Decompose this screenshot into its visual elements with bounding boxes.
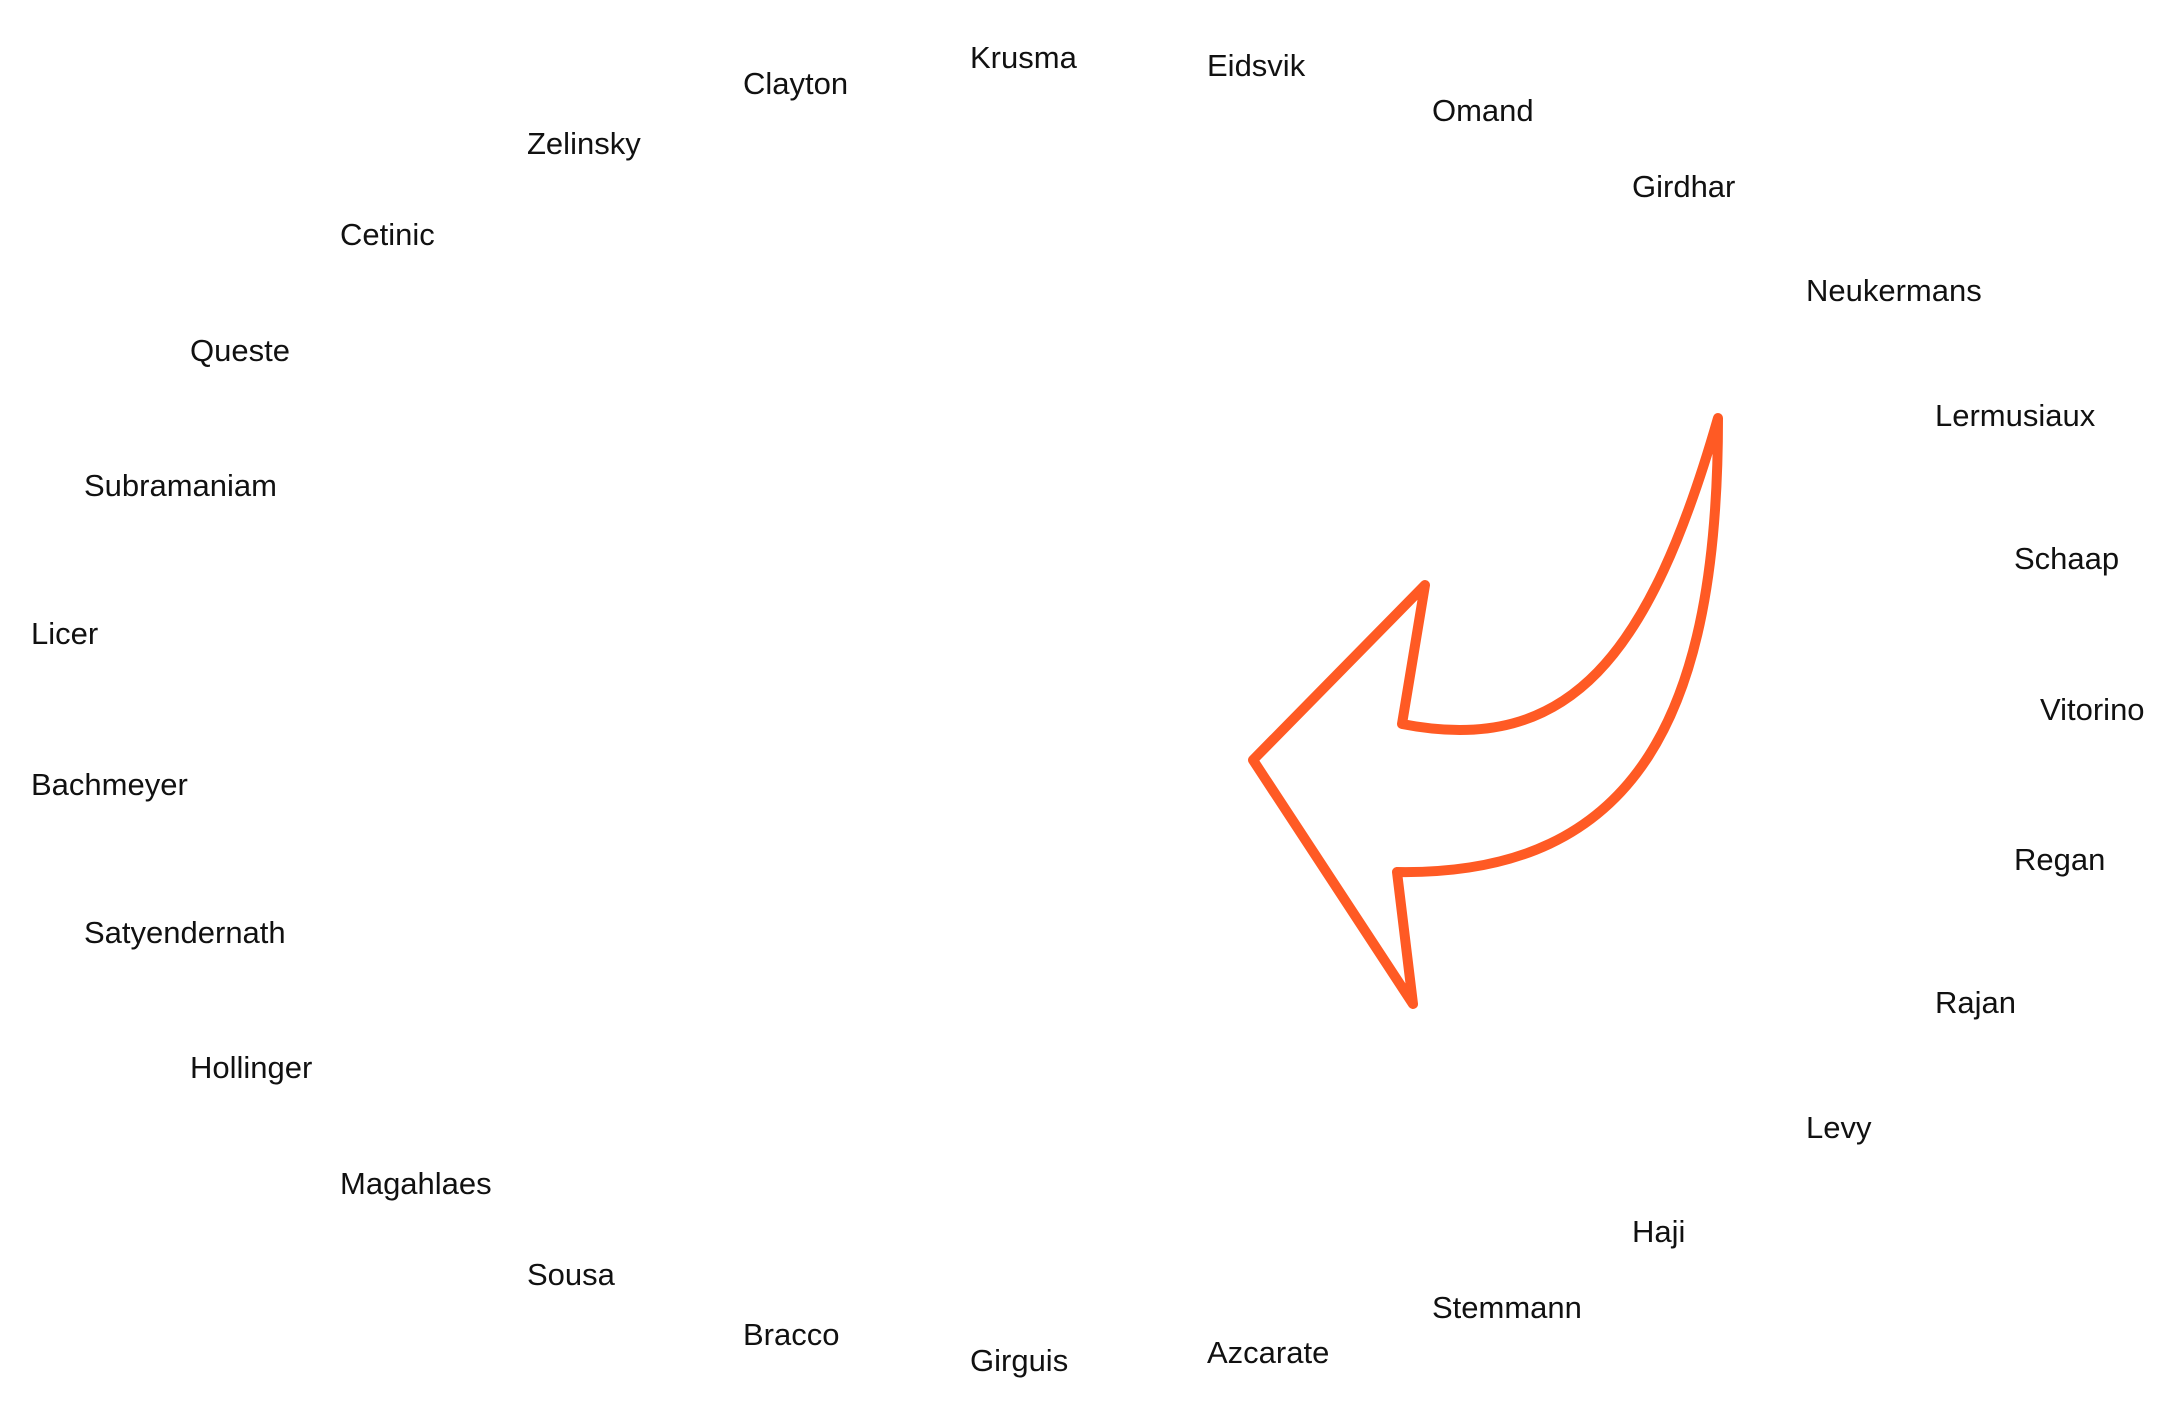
name-label-krusma: Krusma [970,40,1077,75]
name-label-girdhar: Girdhar [1632,169,1736,204]
name-label-bachmeyer: Bachmeyer [31,767,188,802]
name-label-stemmann: Stemmann [1432,1290,1582,1325]
name-label-eidsvik: Eidsvik [1207,48,1306,83]
name-label-regan: Regan [2014,842,2106,877]
name-label-rajan: Rajan [1935,985,2016,1020]
name-label-subramaniam: Subramaniam [84,468,277,503]
name-label-sousa: Sousa [527,1257,615,1292]
name-label-clayton: Clayton [743,66,849,101]
name-label-haji: Haji [1632,1214,1686,1249]
name-label-satyendernath: Satyendernath [84,915,286,950]
curved-arrow-outline [1248,413,1723,1009]
name-label-vitorino: Vitorino [2040,692,2145,727]
name-label-licer: Licer [31,616,99,651]
name-label-schaap: Schaap [2014,541,2120,576]
name-label-zelinsky: Zelinsky [527,126,641,161]
name-label-cetinic: Cetinic [340,217,435,252]
name-label-hollinger: Hollinger [190,1050,313,1085]
name-label-azcarate: Azcarate [1207,1335,1330,1370]
name-label-lermusiaux: Lermusiaux [1935,398,2096,433]
name-label-levy: Levy [1806,1110,1872,1145]
name-label-neukermans: Neukermans [1806,273,1982,308]
name-label-bracco: Bracco [743,1317,840,1352]
name-label-queste: Queste [190,333,290,368]
name-label-omand: Omand [1432,93,1534,128]
name-label-girguis: Girguis [970,1343,1069,1378]
name-label-magahlaes: Magahlaes [340,1166,492,1201]
